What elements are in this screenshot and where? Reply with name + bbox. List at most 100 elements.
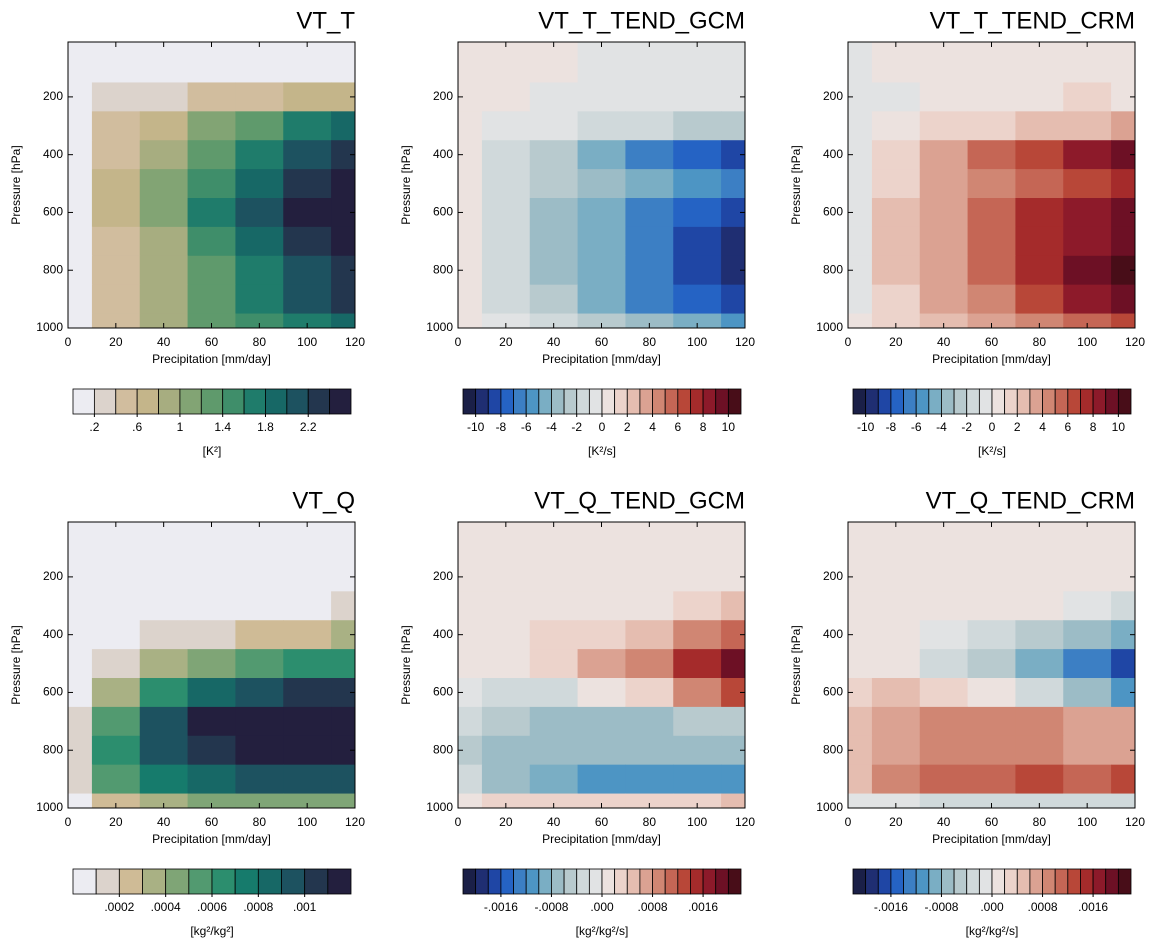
contour-cell — [529, 226, 579, 257]
contour-cell — [848, 706, 873, 737]
contour-cell — [187, 226, 236, 257]
contour-cell — [1063, 198, 1112, 228]
contour-cell — [967, 678, 1016, 708]
contour-cell — [283, 198, 332, 228]
y-tick-label: 400 — [43, 147, 63, 161]
contour-cell — [967, 313, 1016, 329]
contour-cell — [919, 649, 969, 679]
colorbar-box — [727, 868, 742, 895]
y-axis-label: Pressure [hPa] — [789, 145, 803, 224]
contour-cell — [1063, 649, 1112, 679]
contour-cell — [577, 111, 626, 141]
colorbar-box — [978, 868, 993, 895]
contour-cell — [91, 706, 141, 737]
colorbar-box — [865, 388, 879, 415]
contour-cell — [91, 140, 141, 170]
x-tick-label: 0 — [65, 815, 72, 829]
x-tick-label: 0 — [845, 335, 852, 349]
colorbar-box — [188, 868, 213, 895]
contour-cell — [283, 591, 332, 621]
x-tick-label: 100 — [1077, 335, 1097, 349]
contour-cell — [187, 198, 236, 228]
contour-cell — [283, 111, 332, 141]
x-tick-label: 80 — [253, 815, 267, 829]
contour-cell — [673, 522, 722, 563]
contour-cell — [529, 620, 579, 650]
contour-cell — [481, 255, 531, 286]
contour-cell — [68, 284, 93, 315]
contour-cell — [871, 620, 921, 650]
contour-cell — [871, 591, 921, 621]
contour-cell — [283, 620, 332, 650]
contour-cell — [68, 226, 93, 257]
contour-cell — [481, 111, 531, 141]
contour-cell — [481, 620, 531, 650]
contour-cell — [577, 620, 626, 650]
x-tick-label: 60 — [205, 335, 219, 349]
contour-cell — [235, 198, 284, 228]
y-tick-label: 1000 — [426, 800, 453, 814]
contour-cell — [1111, 226, 1136, 257]
contour-cell — [848, 111, 873, 141]
x-axis-label: Precipitation [mm/day] — [542, 832, 661, 846]
contour-cell — [283, 82, 332, 112]
contour-cell — [1015, 735, 1064, 766]
colorbar-tick-label: 1 — [177, 420, 184, 434]
contour-cell — [919, 522, 969, 563]
contour-cell — [848, 522, 873, 563]
contour-cell — [967, 735, 1016, 766]
x-tick-label: 60 — [205, 815, 219, 829]
x-tick-label: 120 — [1125, 815, 1145, 829]
colorbar-box — [563, 388, 578, 415]
contour-cell — [235, 562, 284, 592]
colorbar-box — [677, 388, 691, 415]
contour-cell — [139, 111, 189, 141]
contour-cell — [235, 140, 284, 170]
colorbar-tick-label: 2.2 — [300, 420, 317, 434]
colorbar-label: [K²/s] — [588, 444, 616, 458]
contour-cell — [235, 522, 284, 563]
contour-cell — [721, 284, 746, 315]
contour-cell — [283, 226, 332, 257]
y-tick-label: 400 — [433, 147, 453, 161]
colorbar-box — [865, 868, 879, 895]
contour-cell — [1063, 82, 1112, 112]
x-tick-label: 0 — [455, 815, 462, 829]
colorbar-box — [626, 868, 641, 895]
contour-cell — [139, 226, 189, 257]
colorbar-box — [1117, 388, 1132, 415]
contour-cell — [235, 284, 284, 315]
colorbar-box — [462, 868, 477, 895]
contour-cell — [721, 169, 746, 199]
contour-cell — [1015, 764, 1064, 795]
contour-cell — [529, 284, 579, 315]
contour-cell — [1063, 522, 1112, 563]
colorbar-box — [304, 868, 329, 895]
contour-cell — [919, 793, 969, 809]
contour-cell — [187, 591, 236, 621]
contour-cell — [871, 198, 921, 228]
contour-cell — [68, 706, 93, 737]
contour-cell — [577, 793, 626, 809]
colorbar-tick-label: .0016 — [688, 900, 718, 914]
contour-cell — [235, 764, 284, 795]
colorbar-tick-label: 2 — [1014, 420, 1021, 434]
contour-cell — [673, 255, 722, 286]
colorbar-box — [243, 388, 266, 415]
contour-cell — [235, 793, 284, 809]
contour-cell — [967, 793, 1016, 809]
y-tick-label: 600 — [43, 205, 63, 219]
contour-cell — [967, 255, 1016, 286]
x-tick-label: 120 — [345, 335, 365, 349]
contour-cell — [673, 82, 722, 112]
x-tick-label: 80 — [643, 335, 657, 349]
y-tick-label: 1000 — [36, 800, 63, 814]
contour-cell — [283, 313, 332, 329]
colorbar-box — [915, 868, 930, 895]
colorbar-box — [664, 868, 679, 895]
contour-cell — [673, 169, 722, 199]
contour-cell — [283, 706, 332, 737]
colorbar-box — [165, 868, 190, 895]
contour-cell — [139, 678, 189, 708]
colorbar-box — [1004, 868, 1018, 895]
